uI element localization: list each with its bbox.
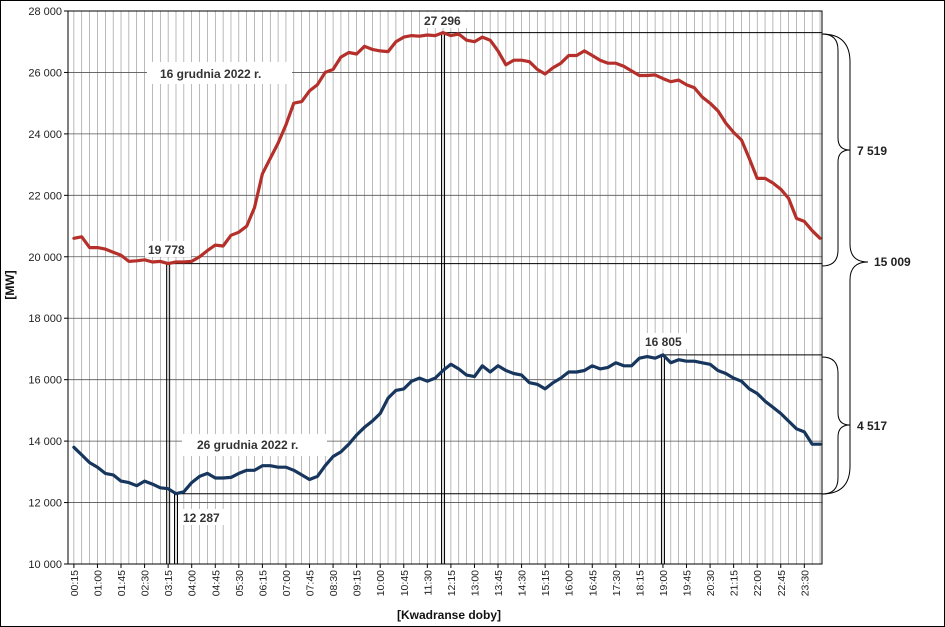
x-tick-label: 22:00 — [752, 570, 764, 596]
y-tick-label: 16 000 — [28, 375, 62, 387]
max-2-label: 16 805 — [645, 335, 682, 349]
y-axis-title: [MW] — [3, 270, 17, 299]
range-1-label: 7 519 — [857, 144, 887, 158]
x-tick-label: 22:45 — [776, 570, 788, 596]
x-tick-label: 15:15 — [540, 570, 552, 596]
y-tick-label: 12 000 — [28, 498, 62, 510]
range-total-label: 15 009 — [874, 255, 911, 269]
y-tick-label: 14 000 — [28, 436, 62, 448]
y-tick-label: 20 000 — [28, 252, 62, 264]
x-tick-label: 05:30 — [234, 570, 246, 596]
x-tick-label: 17:30 — [611, 570, 623, 596]
x-axis-ticks: 00:15 01:00 01:45 02:30 03:15 04:00 04:45 05:30… — [69, 564, 811, 596]
series-2-label: 26 grudnia 2022 r. — [197, 438, 298, 452]
y-tick-label: 10 000 — [28, 559, 62, 571]
min-2-label-box — [180, 509, 226, 525]
x-tick-label: 16:00 — [564, 570, 576, 596]
x-tick-label: 12:15 — [446, 570, 458, 596]
x-tick-label: 04:00 — [187, 570, 199, 596]
y-tick-label: 26 000 — [28, 67, 62, 79]
max-2-label-box — [642, 333, 688, 349]
series-2-label-box — [182, 434, 327, 456]
range-2-label: 4 517 — [857, 419, 887, 433]
x-tick-label: 08:30 — [328, 570, 340, 596]
x-tick-label: 13:45 — [493, 570, 505, 596]
max-1-label-box — [421, 12, 467, 28]
bracket-range-2 — [821, 356, 851, 495]
x-tick-label: 07:45 — [305, 570, 317, 596]
min-1-label: 19 778 — [148, 243, 185, 257]
min-1-label-box — [145, 241, 191, 257]
bracket-range-total — [821, 33, 869, 495]
x-tick-label: 02:30 — [140, 570, 152, 596]
vertical-gridlines — [73, 11, 821, 564]
x-tick-label: 18:15 — [634, 570, 646, 596]
reference-lines — [166, 32, 822, 564]
x-tick-label: 09:15 — [352, 570, 364, 596]
series-line-2 — [72, 353, 822, 496]
series-lines — [72, 30, 822, 496]
x-tick-label: 01:45 — [116, 570, 128, 596]
x-tick-label: 13:00 — [469, 570, 481, 596]
y-tick-label: 28 000 — [28, 6, 62, 18]
x-tick-label: 04:45 — [210, 570, 222, 596]
x-axis-title: [Kwadranse doby] — [397, 608, 501, 622]
y-tick-label: 24 000 — [28, 129, 62, 141]
x-tick-label: 03:15 — [163, 570, 175, 596]
y-tick-label: 22 000 — [28, 190, 62, 202]
x-tick-label: 19:45 — [682, 570, 694, 596]
x-tick-label: 11:30 — [422, 570, 434, 596]
x-tick-label: 21:15 — [729, 570, 741, 596]
bracket-range-1 — [821, 33, 851, 267]
min-2-label: 12 287 — [183, 511, 220, 525]
max-1-label: 27 296 — [424, 14, 461, 28]
series-line-1 — [72, 30, 822, 266]
x-tick-label: 16:45 — [587, 570, 599, 596]
y-axis-ticks: 10 000 12 000 14 000 16 000 18 000 20 000 22 0… — [28, 6, 68, 571]
y-tick-label: 18 000 — [28, 313, 62, 325]
x-tick-label: 10:00 — [375, 570, 387, 596]
series-1-label-box — [147, 62, 292, 84]
series-1-label: 16 grudnia 2022 r. — [160, 67, 261, 81]
x-tick-label: 06:15 — [257, 570, 269, 596]
x-tick-label: 00:15 — [69, 570, 81, 596]
x-tick-label: 01:00 — [92, 570, 104, 596]
x-tick-label: 19:00 — [658, 570, 670, 596]
x-tick-label: 14:30 — [517, 570, 529, 596]
x-tick-label: 10:45 — [399, 570, 411, 596]
x-tick-label: 20:30 — [705, 570, 717, 596]
x-tick-label: 07:00 — [281, 570, 293, 596]
x-tick-label: 23:30 — [799, 570, 811, 596]
